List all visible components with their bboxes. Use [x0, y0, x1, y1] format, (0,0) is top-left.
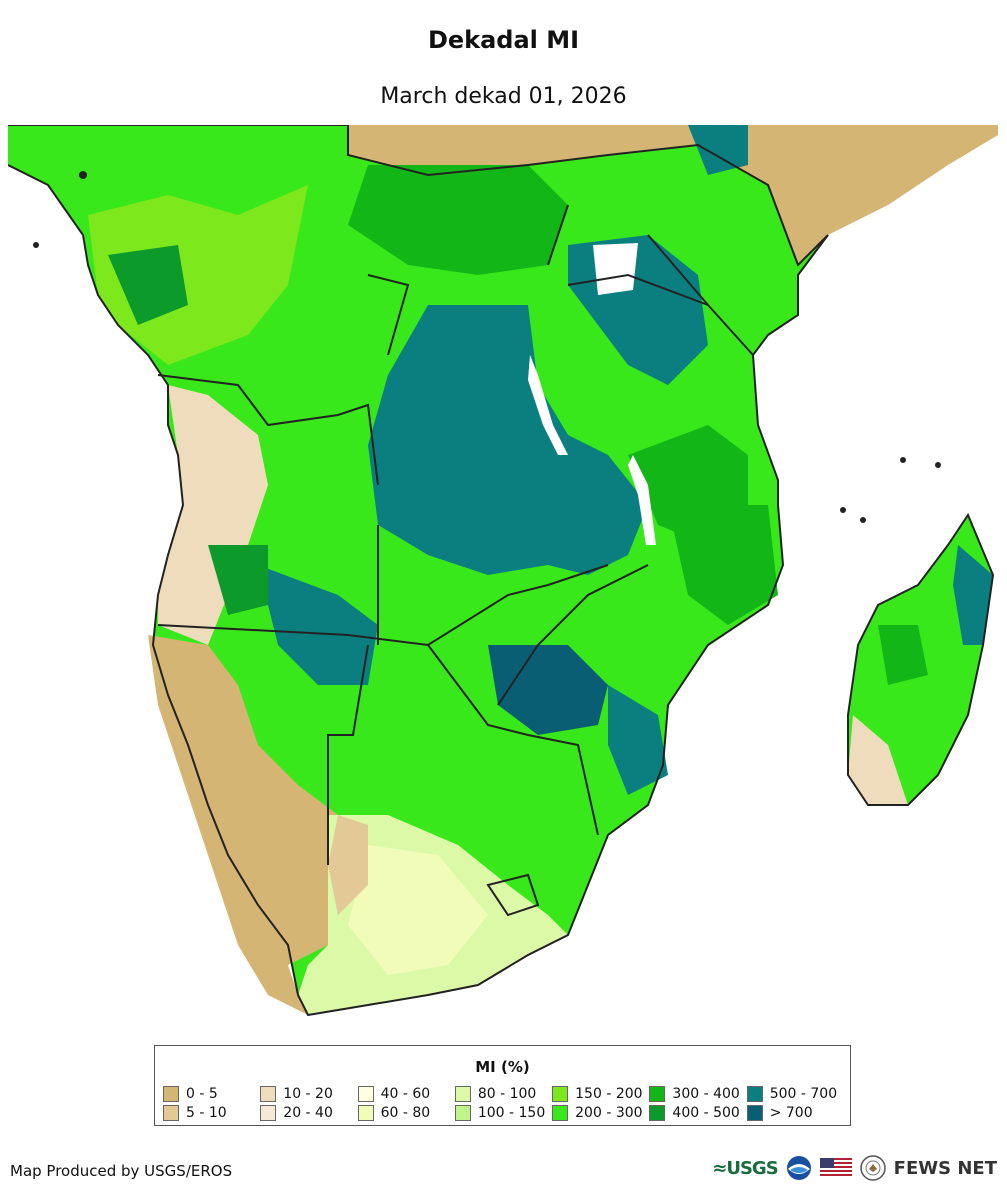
legend-swatch [454, 1085, 471, 1102]
legend-label: 40 - 60 [380, 1085, 431, 1102]
legend-swatch [163, 1104, 179, 1121]
legend-swatch [260, 1104, 277, 1121]
legend-item: 10 - 20 [260, 1084, 357, 1103]
legend-item: 40 - 60 [357, 1084, 455, 1103]
map-credit: Map Produced by USGS/EROS [10, 1162, 233, 1180]
us-flag-icon [819, 1158, 852, 1178]
legend-swatch [746, 1104, 763, 1121]
legend-label: 80 - 100 [477, 1085, 537, 1102]
legend-grid: 0 - 5 5 - 10 10 - 20 20 - 40 40 - 60 60 … [163, 1084, 844, 1122]
legend-label: 60 - 80 [380, 1104, 431, 1121]
legend-swatch [357, 1104, 374, 1121]
legend-label: 300 - 400 [672, 1085, 740, 1102]
legend-item: 500 - 700 [746, 1084, 844, 1103]
legend-item: 5 - 10 [163, 1103, 260, 1122]
legend-item: 100 - 150 [454, 1103, 552, 1122]
legend-label: 10 - 20 [283, 1085, 333, 1102]
legend-swatch [649, 1085, 666, 1102]
legend-item: 200 - 300 [552, 1103, 649, 1122]
legend-item: 80 - 100 [454, 1084, 552, 1103]
legend-item: 300 - 400 [649, 1084, 746, 1103]
legend-label: 5 - 10 [186, 1104, 227, 1121]
legend-swatch [552, 1104, 569, 1121]
legend-item: 400 - 500 [649, 1103, 746, 1122]
legend-label: 100 - 150 [477, 1104, 546, 1121]
legend-swatch [163, 1085, 179, 1102]
legend-label: 20 - 40 [283, 1104, 333, 1121]
legend-item: 0 - 5 [163, 1084, 260, 1103]
usgs-logo: ≈USGS [712, 1157, 778, 1179]
state-department-seal-icon [859, 1155, 886, 1181]
logo-strip: ≈USGS FEWS NET [712, 1155, 997, 1181]
legend-swatch [552, 1085, 569, 1102]
fews-net-logo: FEWS NET [893, 1157, 997, 1179]
legend-swatch [357, 1085, 374, 1102]
legend-item: 150 - 200 [552, 1084, 649, 1103]
map-subtitle: March dekad 01, 2026 [380, 84, 627, 109]
legend-item: > 700 [746, 1103, 844, 1122]
legend-label: 200 - 300 [575, 1104, 643, 1121]
legend: MI (%) 0 - 5 5 - 10 10 - 20 20 - 40 40 -… [154, 1045, 851, 1126]
legend-label: 400 - 500 [672, 1104, 740, 1121]
map-title: Dekadal MI [427, 26, 580, 54]
legend-label: > 700 [769, 1104, 813, 1121]
legend-swatch [649, 1104, 666, 1121]
legend-label: 150 - 200 [575, 1085, 643, 1102]
legend-item: 60 - 80 [357, 1103, 455, 1122]
legend-title: MI (%) [475, 1058, 530, 1076]
legend-item: 20 - 40 [260, 1103, 357, 1122]
legend-label: 0 - 5 [186, 1085, 218, 1102]
legend-swatch [260, 1085, 277, 1102]
moisture-index-map [8, 125, 998, 1025]
legend-label: 500 - 700 [769, 1085, 838, 1102]
legend-swatch [746, 1085, 763, 1102]
noaa-logo-icon [786, 1156, 811, 1180]
legend-swatch [454, 1104, 471, 1121]
